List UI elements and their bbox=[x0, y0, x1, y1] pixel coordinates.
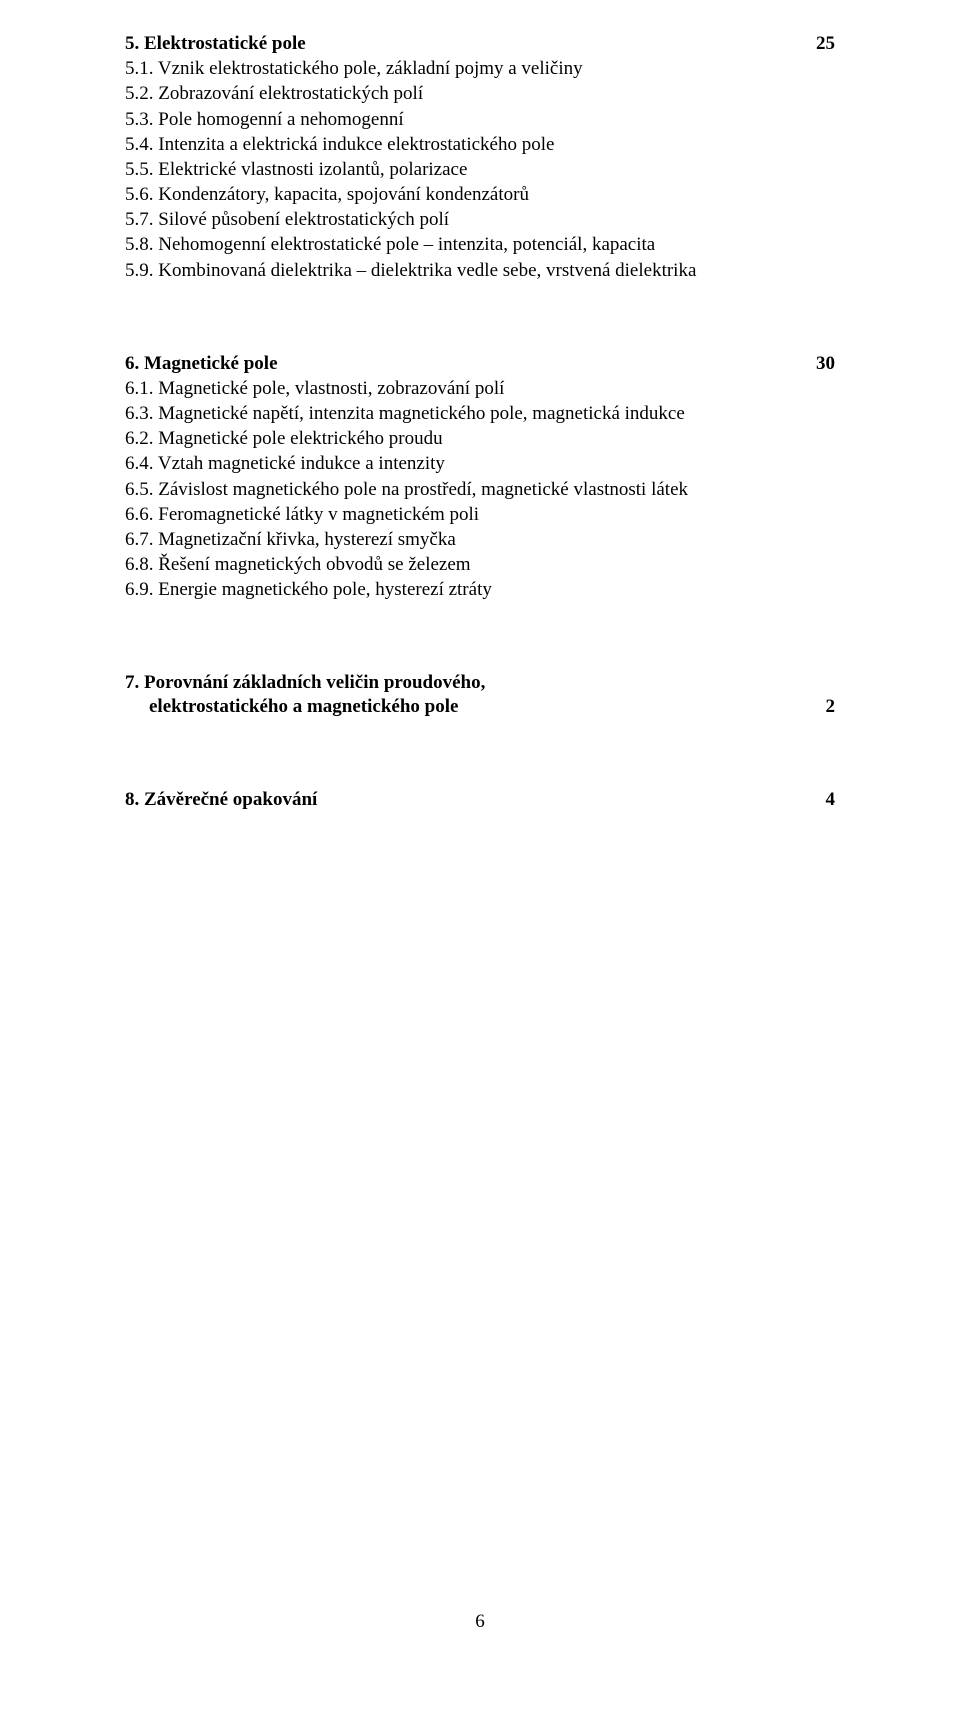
section-6-heading: 6. Magnetické pole 30 bbox=[125, 352, 835, 375]
section-7-page: 2 bbox=[806, 695, 836, 718]
section-6-item: 6.2. Magnetické pole elektrického proudu bbox=[125, 427, 835, 450]
section-7-title-line1: 7. Porovnání základních veličin proudové… bbox=[125, 672, 485, 693]
section-5: 5. Elektrostatické pole 25 5.1. Vznik el… bbox=[125, 32, 835, 282]
section-5-title: 5. Elektrostatické pole bbox=[125, 32, 796, 55]
section-8: 8. Závěrečné opakování 4 bbox=[125, 788, 835, 811]
section-7-heading-line1: 7. Porovnání základních veličin proudové… bbox=[125, 671, 835, 694]
section-6-item: 6.4. Vztah magnetické indukce a intenzit… bbox=[125, 452, 835, 475]
section-5-item: 5.3. Pole homogenní a nehomogenní bbox=[125, 108, 835, 131]
section-6-item: 6.5. Závislost magnetického pole na pros… bbox=[125, 478, 835, 501]
section-5-item: 5.6. Kondenzátory, kapacita, spojování k… bbox=[125, 183, 835, 206]
section-6-item: 6.8. Řešení magnetických obvodů se želez… bbox=[125, 553, 835, 576]
footer-page-number: 6 bbox=[0, 1610, 960, 1633]
section-5-heading: 5. Elektrostatické pole 25 bbox=[125, 32, 835, 55]
section-6-item: 6.6. Feromagnetické látky v magnetickém … bbox=[125, 503, 835, 526]
section-6-title: 6. Magnetické pole bbox=[125, 352, 796, 375]
section-8-title: 8. Závěrečné opakování bbox=[125, 788, 806, 811]
section-5-page: 25 bbox=[796, 32, 835, 55]
section-7-heading-line2: elektrostatického a magnetického pole 2 bbox=[125, 695, 835, 718]
section-6-item: 6.7. Magnetizační křivka, hysterezí smyč… bbox=[125, 528, 835, 551]
section-5-item: 5.7. Silové působení elektrostatických p… bbox=[125, 208, 835, 231]
section-6-item: 6.3. Magnetické napětí, intenzita magnet… bbox=[125, 402, 835, 425]
section-6-item: 6.9. Energie magnetického pole, hysterez… bbox=[125, 578, 835, 601]
section-5-item: 5.5. Elektrické vlastnosti izolantů, pol… bbox=[125, 158, 835, 181]
section-6: 6. Magnetické pole 30 6.1. Magnetické po… bbox=[125, 352, 835, 602]
section-5-item: 5.8. Nehomogenní elektrostatické pole – … bbox=[125, 233, 835, 256]
section-7-title-line2: elektrostatického a magnetického pole bbox=[125, 695, 806, 718]
section-5-item: 5.1. Vznik elektrostatického pole, zákla… bbox=[125, 57, 835, 80]
section-6-page: 30 bbox=[796, 352, 835, 375]
section-5-item: 5.4. Intenzita a elektrická indukce elek… bbox=[125, 133, 835, 156]
section-8-heading: 8. Závěrečné opakování 4 bbox=[125, 788, 835, 811]
section-6-item: 6.1. Magnetické pole, vlastnosti, zobraz… bbox=[125, 377, 835, 400]
section-7: 7. Porovnání základních veličin proudové… bbox=[125, 671, 835, 717]
section-5-item: 5.9. Kombinovaná dielektrika – dielektri… bbox=[125, 259, 835, 282]
section-5-item: 5.2. Zobrazování elektrostatických polí bbox=[125, 82, 835, 105]
section-8-page: 4 bbox=[806, 788, 836, 811]
page-content: 5. Elektrostatické pole 25 5.1. Vznik el… bbox=[0, 0, 960, 811]
